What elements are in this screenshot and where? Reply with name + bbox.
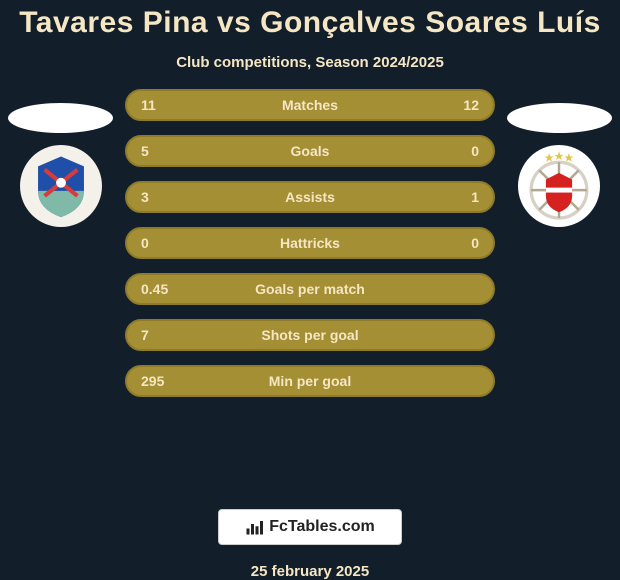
stat-row: 5Goals0 — [125, 135, 495, 167]
stat-right-value: 0 — [471, 143, 479, 159]
club-logo-left — [20, 145, 102, 227]
stat-left-value: 0 — [141, 235, 149, 251]
stat-row: 7Shots per goal — [125, 319, 495, 351]
stat-row: 0.45Goals per match — [125, 273, 495, 305]
player-ellipse-left — [8, 103, 113, 133]
content-area: 11Matches125Goals03Assists10Hattricks00.… — [0, 89, 620, 179]
stats-rows: 11Matches125Goals03Assists10Hattricks00.… — [125, 89, 495, 397]
stat-left-value: 7 — [141, 327, 149, 343]
footer-date: 25 february 2025 — [251, 563, 369, 580]
stat-left-value: 0.45 — [141, 281, 168, 297]
chaves-logo-icon — [20, 145, 102, 227]
stat-left-value: 3 — [141, 189, 149, 205]
stat-label: Goals — [127, 143, 493, 159]
page-title: Tavares Pina vs Gonçalves Soares Luís — [19, 6, 601, 40]
stat-label: Min per goal — [127, 373, 493, 389]
benfica-logo-icon — [518, 145, 600, 227]
stat-left-value: 295 — [141, 373, 164, 389]
fctables-badge[interactable]: FcTables.com — [218, 509, 402, 545]
club-logo-right — [518, 145, 600, 227]
stat-label: Matches — [127, 97, 493, 113]
stat-left-value: 5 — [141, 143, 149, 159]
stat-row: 11Matches12 — [125, 89, 495, 121]
stat-right-value: 0 — [471, 235, 479, 251]
player-ellipse-right — [507, 103, 612, 133]
stat-label: Shots per goal — [127, 327, 493, 343]
stat-label: Assists — [127, 189, 493, 205]
stat-row: 3Assists1 — [125, 181, 495, 213]
stat-row: 0Hattricks0 — [125, 227, 495, 259]
stat-label: Goals per match — [127, 281, 493, 297]
bars-icon — [245, 518, 263, 536]
stat-left-value: 11 — [141, 97, 156, 113]
badge-text: FcTables.com — [269, 518, 375, 536]
comparison-card: Tavares Pina vs Gonçalves Soares Luís Cl… — [0, 0, 620, 580]
stat-right-value: 1 — [471, 189, 479, 205]
stat-row: 295Min per goal — [125, 365, 495, 397]
page-subtitle: Club competitions, Season 2024/2025 — [176, 54, 444, 71]
stat-right-value: 12 — [463, 97, 479, 113]
stat-label: Hattricks — [127, 235, 493, 251]
